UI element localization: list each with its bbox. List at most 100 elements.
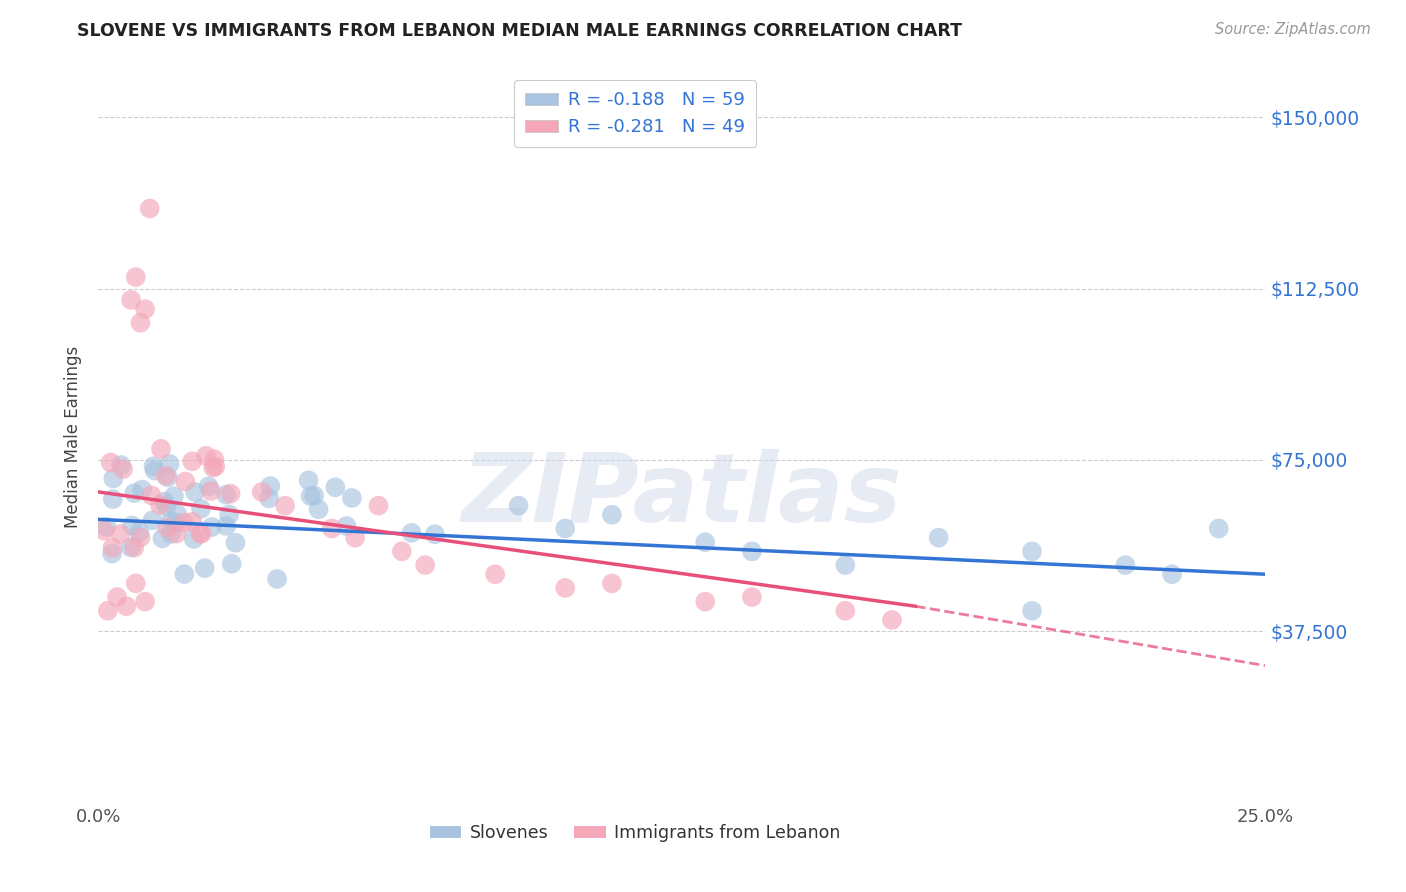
Point [1021, 604, 1043, 618]
Point [340, 491, 363, 505]
Point [129, 316, 152, 330]
Point [142, 459, 165, 474]
Point [124, 541, 146, 555]
Point [190, 501, 212, 516]
Point [166, 508, 188, 522]
Point [120, 293, 142, 307]
Point [221, 557, 243, 571]
Point [344, 531, 367, 545]
Point [139, 202, 162, 216]
Point [834, 604, 856, 618]
Point [741, 544, 763, 558]
Point [266, 572, 288, 586]
Point [321, 521, 343, 535]
Point [100, 455, 122, 469]
Point [194, 561, 217, 575]
Text: ZIPatlas: ZIPatlas [461, 449, 903, 542]
Point [190, 526, 212, 541]
Point [101, 541, 124, 555]
Point [250, 484, 273, 499]
Point [219, 486, 242, 500]
Point [149, 442, 172, 456]
Point [142, 513, 165, 527]
Point [1161, 567, 1184, 582]
Point [121, 518, 143, 533]
Point [101, 492, 124, 507]
Point [201, 520, 224, 534]
Point [96, 520, 118, 534]
Point [110, 527, 132, 541]
Point [197, 479, 219, 493]
Point [152, 532, 174, 546]
Point [173, 516, 195, 530]
Point [97, 604, 120, 618]
Point [508, 499, 530, 513]
Point [195, 449, 218, 463]
Point [1208, 521, 1230, 535]
Point [204, 459, 226, 474]
Point [155, 500, 177, 514]
Point [181, 454, 204, 468]
Point [131, 483, 153, 497]
Point [215, 488, 238, 502]
Point [125, 270, 148, 285]
Point [202, 452, 225, 467]
Point [159, 515, 181, 529]
Point [274, 499, 297, 513]
Point [259, 479, 281, 493]
Point [554, 521, 576, 535]
Point [155, 468, 177, 483]
Point [103, 471, 125, 485]
Point [173, 567, 195, 582]
Point [125, 576, 148, 591]
Point [129, 531, 152, 545]
Point [880, 613, 903, 627]
Point [257, 491, 280, 506]
Point [156, 521, 179, 535]
Point [143, 464, 166, 478]
Point [110, 458, 132, 472]
Point [165, 516, 187, 530]
Point [413, 558, 436, 573]
Point [156, 470, 179, 484]
Point [741, 590, 763, 604]
Point [323, 480, 346, 494]
Point [695, 594, 717, 608]
Point [302, 489, 325, 503]
Point [181, 515, 204, 529]
Y-axis label: Median Male Earnings: Median Male Earnings [65, 346, 83, 528]
Point [128, 524, 150, 539]
Point [224, 535, 246, 549]
Point [165, 526, 187, 541]
Point [122, 486, 145, 500]
Point [1021, 544, 1043, 558]
Point [335, 519, 357, 533]
Point [159, 457, 181, 471]
Point [101, 547, 124, 561]
Point [141, 488, 163, 502]
Point [111, 462, 134, 476]
Text: SLOVENE VS IMMIGRANTS FROM LEBANON MEDIAN MALE EARNINGS CORRELATION CHART: SLOVENE VS IMMIGRANTS FROM LEBANON MEDIA… [77, 22, 962, 40]
Point [188, 526, 211, 541]
Point [423, 527, 446, 541]
Legend: Slovenes, Immigrants from Lebanon: Slovenes, Immigrants from Lebanon [423, 817, 848, 849]
Point [134, 594, 156, 608]
Point [202, 460, 225, 475]
Point [299, 489, 322, 503]
Point [174, 475, 197, 489]
Text: Source: ZipAtlas.com: Source: ZipAtlas.com [1215, 22, 1371, 37]
Point [600, 508, 623, 522]
Point [115, 599, 138, 614]
Point [308, 502, 330, 516]
Point [554, 581, 576, 595]
Point [297, 473, 319, 487]
Point [160, 527, 183, 541]
Point [134, 301, 156, 317]
Point [367, 499, 389, 513]
Point [163, 489, 186, 503]
Point [391, 544, 413, 558]
Point [1114, 558, 1136, 573]
Point [149, 498, 172, 512]
Point [93, 524, 115, 538]
Point [600, 576, 623, 591]
